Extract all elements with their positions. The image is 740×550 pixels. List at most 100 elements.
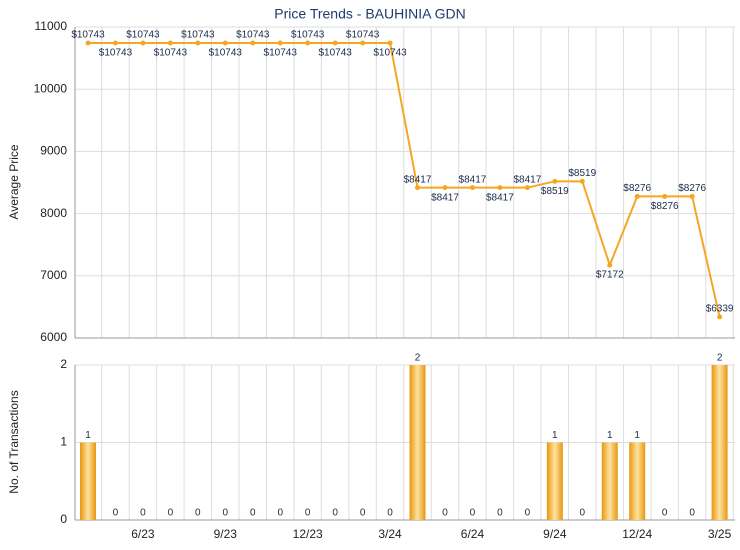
data-label: $10743 — [318, 48, 352, 59]
data-label: 0 — [332, 508, 338, 519]
x-tick-label: 3/24 — [378, 527, 402, 541]
price-point — [360, 40, 366, 46]
data-label: $10743 — [264, 48, 298, 59]
price-point — [469, 185, 475, 191]
x-tick-label: 9/24 — [543, 527, 567, 541]
y-tick-label: 1 — [60, 435, 67, 449]
data-label: 0 — [168, 508, 174, 519]
price-point — [415, 185, 421, 191]
data-label: 1 — [607, 430, 613, 441]
price-point — [607, 262, 613, 268]
data-label: $8417 — [459, 174, 487, 185]
data-label: 1 — [85, 430, 91, 441]
data-label: 0 — [387, 508, 393, 519]
x-tick-label: 6/24 — [461, 527, 485, 541]
data-label: 1 — [552, 430, 558, 441]
x-tick-label: 6/23 — [131, 527, 155, 541]
data-label: $8519 — [541, 186, 569, 197]
data-label: 0 — [250, 508, 256, 519]
data-label: $8417 — [513, 174, 541, 185]
data-label: $10743 — [126, 30, 160, 41]
price-point — [277, 40, 283, 46]
bar — [711, 365, 728, 520]
price-point — [662, 193, 668, 199]
data-label: 0 — [195, 508, 201, 519]
data-label: 0 — [470, 508, 476, 519]
y-tick-label: 11000 — [35, 19, 68, 33]
price-point — [140, 40, 146, 46]
data-label: $10743 — [236, 30, 270, 41]
chart-title: Price Trends - BAUHINIA GDN — [274, 6, 465, 22]
data-label: $6339 — [706, 304, 734, 315]
price-point — [85, 40, 91, 46]
price-point — [305, 40, 311, 46]
y-axis-label: No. of Transactions — [7, 390, 21, 493]
y-tick-label: 2 — [60, 357, 67, 371]
price-line — [88, 41, 721, 318]
y-tick-label: 7000 — [40, 268, 67, 282]
data-label: 0 — [497, 508, 503, 519]
x-tick-label: 12/23 — [293, 527, 323, 541]
data-label: $8417 — [431, 192, 459, 203]
data-label: 0 — [525, 508, 531, 519]
price-point — [167, 40, 173, 46]
price-point — [552, 178, 558, 184]
data-label: 2 — [717, 353, 723, 364]
price-point — [524, 185, 530, 191]
bar — [601, 442, 618, 520]
data-label: $7172 — [596, 270, 624, 281]
data-label: $8276 — [651, 201, 679, 212]
data-label: 0 — [442, 508, 448, 519]
data-label: 0 — [223, 508, 229, 519]
price-point — [717, 314, 723, 320]
data-label: $10743 — [291, 30, 325, 41]
y-axis-label: Average Price — [7, 144, 21, 219]
bar — [80, 442, 96, 520]
price-point — [689, 193, 695, 199]
price-point — [195, 40, 201, 46]
data-label: $10743 — [209, 48, 243, 59]
x-tick-label: 12/24 — [622, 527, 652, 541]
bar — [546, 442, 563, 520]
price-point — [387, 40, 393, 46]
data-label: 0 — [113, 508, 119, 519]
price-point — [634, 193, 640, 199]
data-label: $10743 — [346, 30, 380, 41]
bar — [629, 442, 646, 520]
data-label: $10743 — [154, 48, 188, 59]
data-label: $10743 — [181, 30, 215, 41]
data-label: $10743 — [71, 30, 105, 41]
bar — [409, 365, 426, 520]
data-label: $8519 — [568, 168, 596, 179]
price-point — [497, 185, 503, 191]
data-label: $8417 — [404, 174, 432, 185]
price-point — [442, 185, 448, 191]
x-tick-label: 3/25 — [708, 527, 732, 541]
data-label: 2 — [415, 353, 421, 364]
price-point — [222, 40, 228, 46]
data-label: $10743 — [373, 48, 407, 59]
y-tick-label: 9000 — [40, 144, 67, 158]
data-label: 0 — [140, 508, 146, 519]
data-label: 1 — [634, 430, 640, 441]
x-tick-label: 9/23 — [214, 527, 238, 541]
data-label: 0 — [662, 508, 668, 519]
data-label: 0 — [305, 508, 311, 519]
data-label: $8276 — [678, 183, 706, 194]
price-point — [250, 40, 256, 46]
data-label: 0 — [277, 508, 283, 519]
y-tick-label: 0 — [60, 512, 67, 526]
y-tick-label: 8000 — [40, 206, 67, 220]
y-tick-label: 6000 — [40, 330, 67, 344]
price-point — [112, 40, 118, 46]
price-point — [332, 40, 338, 46]
price-point — [579, 178, 585, 184]
y-tick-label: 10000 — [34, 81, 68, 95]
data-label: 0 — [689, 508, 695, 519]
data-label: 0 — [360, 508, 366, 519]
data-label: 0 — [580, 508, 586, 519]
data-label: $8417 — [486, 192, 514, 203]
data-label: $8276 — [623, 183, 651, 194]
data-label: $10743 — [99, 48, 133, 59]
